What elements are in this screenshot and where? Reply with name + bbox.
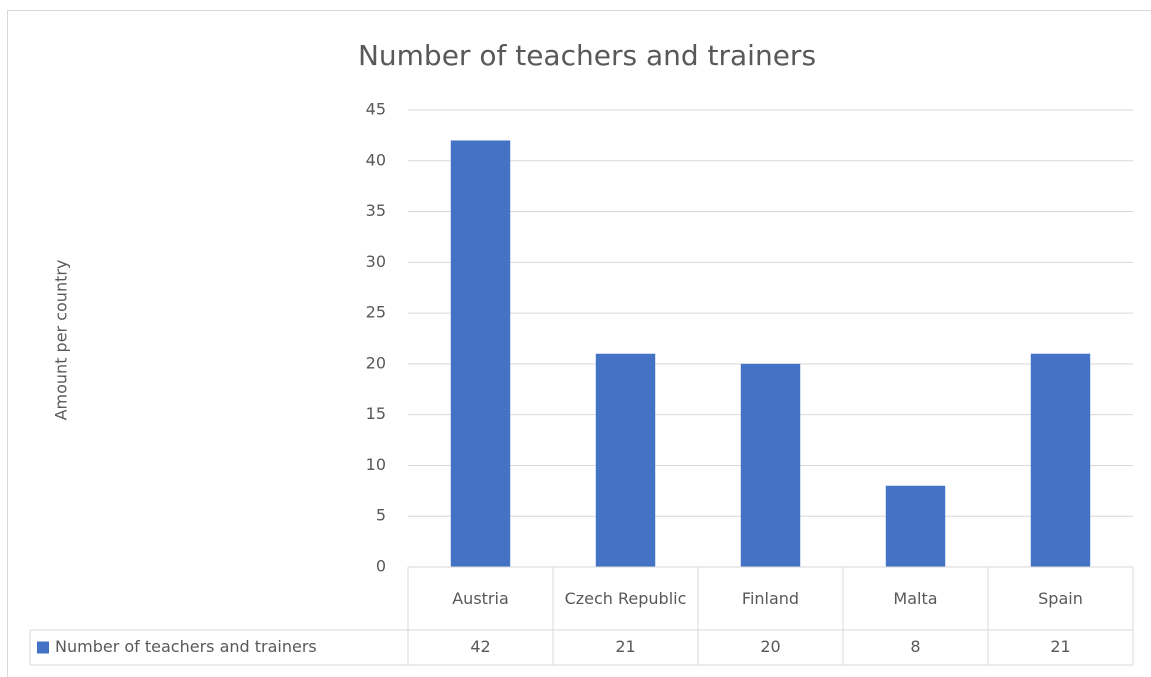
x-tick-label: Finland — [741, 588, 800, 608]
y-axis-label: Amount per country — [52, 260, 71, 421]
bar — [740, 363, 801, 567]
y-tick-label: 20 — [366, 353, 386, 372]
y-tick-label: 10 — [366, 455, 386, 474]
y-tick-label: 40 — [366, 150, 386, 169]
bar — [885, 485, 946, 567]
x-tick-label-box: Malta — [893, 588, 938, 608]
x-tick-label-box: Austria — [452, 588, 509, 608]
x-tick-label: Malta — [893, 588, 938, 608]
x-tick-label-box: Spain — [1038, 588, 1083, 608]
bar — [450, 140, 511, 567]
chart-border — [7, 10, 1151, 677]
x-tick-label: Spain — [1038, 588, 1083, 608]
y-tick-label: 0 — [376, 557, 386, 576]
y-tick-label: 35 — [366, 201, 386, 220]
x-tick-label-box: Czech Republic — [564, 588, 687, 608]
bar — [595, 353, 656, 567]
y-tick-label: 5 — [376, 506, 386, 525]
x-tick-label: Czech Republic — [564, 588, 687, 608]
data-table-value: 8 — [910, 637, 920, 656]
data-table-value: 42 — [470, 637, 490, 656]
data-table-value: 20 — [760, 637, 780, 656]
y-tick-label: 30 — [366, 252, 386, 271]
bar — [1030, 353, 1091, 567]
legend-label: Number of teachers and trainers — [55, 637, 317, 656]
x-tick-label: Austria — [452, 588, 509, 608]
y-tick-label: 25 — [366, 303, 386, 322]
y-tick-label: 45 — [366, 100, 386, 119]
data-table-value: 21 — [1050, 637, 1070, 656]
chart-title: Number of teachers and trainers — [358, 39, 816, 72]
y-tick-label: 15 — [366, 404, 386, 423]
legend-key — [37, 641, 49, 654]
data-table-value: 21 — [615, 637, 635, 656]
x-tick-label-box: Finland — [741, 588, 800, 608]
